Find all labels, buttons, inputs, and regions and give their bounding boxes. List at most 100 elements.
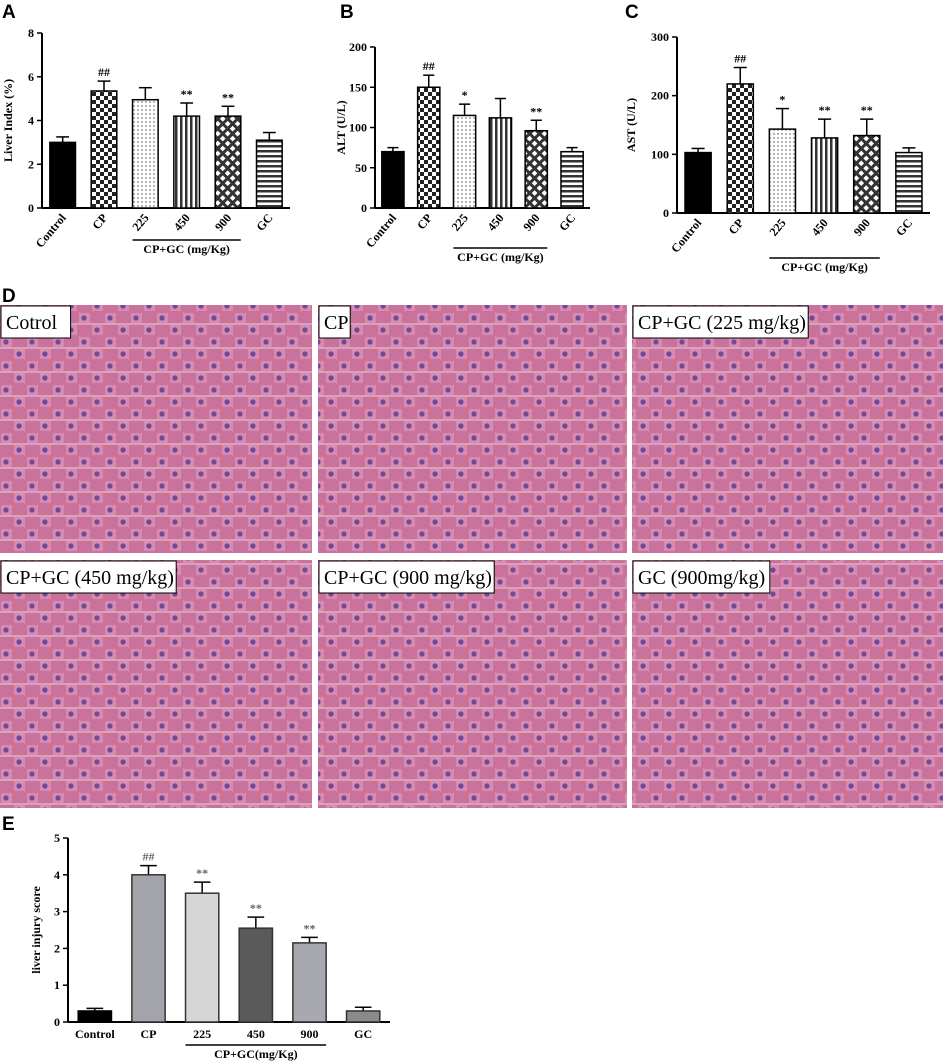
histology-image [318, 305, 627, 553]
bar [49, 141, 77, 209]
bar [416, 86, 441, 209]
x-tick-label: GC [893, 216, 915, 239]
label-box [318, 305, 351, 339]
significance-mark: ** [819, 103, 831, 117]
histology-label: CP+GC (225 mg/kg) [638, 312, 806, 334]
x-tick-label: GC [253, 211, 275, 234]
bar [131, 874, 166, 1023]
y-tick-label: 0 [663, 206, 669, 220]
histology-label: CP+GC (900 mg/kg) [324, 567, 492, 589]
x-tick-label: 225 [193, 1027, 211, 1041]
y-tick-label: 1 [54, 978, 60, 992]
significance-mark: ## [423, 59, 435, 73]
panel-letter: E [2, 814, 15, 835]
bar [852, 134, 881, 214]
x-tick-label: CP [726, 216, 747, 237]
significance-mark: ## [143, 850, 155, 864]
x-tick-label: 450 [809, 216, 831, 239]
y-tick-label: 0 [28, 201, 34, 215]
y-tick-label: 0 [54, 1015, 60, 1029]
panel-letter: D [2, 286, 16, 307]
bar [684, 151, 712, 214]
y-axis-label: ALT (U/L) [334, 100, 348, 154]
y-tick-label: 100 [349, 121, 367, 135]
y-tick-label: 5 [54, 831, 60, 845]
histology-label: CP [324, 312, 348, 334]
bar [255, 139, 283, 209]
bar [726, 83, 755, 214]
label-box [0, 305, 72, 339]
panel-letter: B [340, 2, 354, 23]
histology-panel: D [2, 286, 16, 307]
y-tick-label: 50 [355, 161, 367, 175]
y-tick-label: 3 [54, 905, 60, 919]
x-tick-label: 450 [484, 211, 506, 234]
significance-mark: ** [530, 104, 542, 118]
histology-image [0, 560, 312, 808]
histology-image [632, 305, 943, 553]
y-tick-label: 100 [651, 147, 669, 161]
x-tick-label: Control [363, 210, 400, 250]
label-box [0, 560, 177, 594]
histology-label: CP+GC (450 mg/kg) [6, 567, 174, 589]
y-tick-label: 150 [349, 80, 367, 94]
bar [895, 151, 923, 214]
bar [292, 942, 327, 1023]
significance-mark: ** [861, 103, 873, 117]
bar [524, 129, 549, 209]
significance-mark: ** [304, 921, 316, 935]
x-tick-label: CP [414, 211, 435, 232]
bar [768, 128, 797, 214]
x-tick-label: 900 [212, 211, 234, 234]
bar [90, 90, 118, 209]
significance-mark: * [779, 93, 785, 107]
significance-mark: ** [222, 90, 234, 104]
bar [488, 117, 513, 209]
x-tick-label: 900 [301, 1027, 319, 1041]
y-tick-label: 2 [54, 941, 60, 955]
bar [238, 927, 274, 1023]
x-tick-label: Control [668, 215, 705, 255]
y-axis-label: Liver Index (%) [1, 79, 15, 162]
group-label: CP+GC (mg/Kg) [457, 250, 544, 264]
x-tick-label: CP [89, 211, 110, 232]
bar [345, 1010, 381, 1023]
y-axis-label: AST (U/L) [624, 98, 638, 152]
panel-letter: A [2, 2, 16, 23]
significance-mark: * [462, 88, 468, 102]
significance-mark: ** [181, 87, 193, 101]
bar [214, 115, 242, 209]
significance-mark: ## [98, 65, 110, 79]
bar [77, 1010, 113, 1023]
bar [381, 150, 405, 209]
x-tick-label: GC [556, 211, 578, 234]
bar [184, 892, 220, 1023]
bar [560, 150, 584, 209]
y-tick-label: 4 [28, 114, 34, 128]
histology-image [632, 560, 943, 808]
histology-label: Cotrol [6, 312, 58, 334]
label-box [318, 560, 495, 594]
bar [131, 98, 159, 209]
x-tick-label: 900 [851, 216, 873, 239]
histology-label: GC (900mg/kg) [638, 567, 765, 589]
histology-image [318, 560, 627, 808]
y-tick-label: 4 [54, 868, 60, 882]
group-label: CP+GC (mg/Kg) [781, 260, 868, 274]
x-tick-label: Control [75, 1027, 115, 1041]
bar [810, 137, 839, 214]
x-tick-label: 225 [449, 211, 471, 234]
group-label: CP+GC(mg/Kg) [214, 1047, 298, 1061]
x-tick-label: 225 [129, 211, 151, 234]
label-box [632, 305, 809, 339]
x-tick-label: Control [33, 210, 70, 250]
y-tick-label: 300 [651, 30, 669, 44]
bar [452, 114, 477, 209]
y-tick-label: 200 [349, 40, 367, 54]
panel-letter: C [625, 2, 639, 23]
significance-mark: ** [250, 901, 262, 915]
y-tick-label: 6 [28, 70, 34, 84]
x-tick-label: CP [141, 1027, 157, 1041]
y-tick-label: 200 [651, 89, 669, 103]
